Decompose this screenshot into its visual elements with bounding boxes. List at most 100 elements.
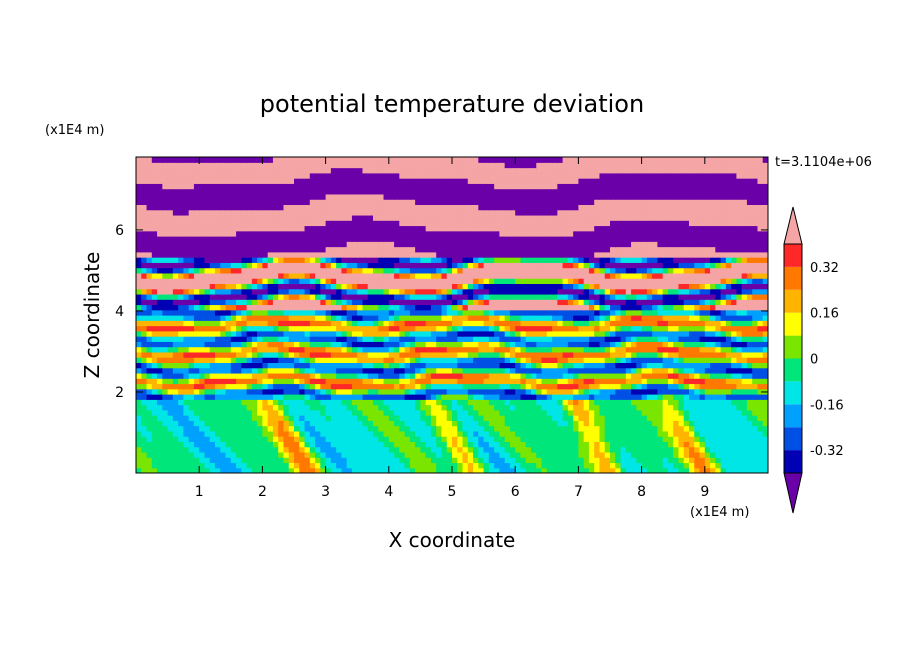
contour-cell bbox=[457, 399, 464, 406]
contour-cell bbox=[172, 336, 179, 342]
contour-cell bbox=[736, 430, 743, 437]
contour-cell bbox=[520, 336, 527, 342]
contour-cell bbox=[725, 430, 732, 437]
contour-cell bbox=[278, 415, 285, 421]
contour-cell bbox=[346, 278, 353, 284]
contour-cell bbox=[362, 336, 369, 342]
contour-cell bbox=[204, 283, 211, 290]
contour-cell bbox=[209, 383, 216, 390]
contour-cell bbox=[415, 394, 421, 400]
contour-cell bbox=[388, 420, 395, 427]
contour-cell bbox=[725, 436, 732, 442]
contour-cell bbox=[172, 441, 179, 448]
contour-cell bbox=[425, 388, 432, 395]
contour-cell bbox=[367, 288, 374, 295]
contour-cell bbox=[420, 394, 427, 400]
contour-cell bbox=[483, 351, 490, 358]
contour-cell bbox=[278, 309, 285, 316]
contour-cell bbox=[336, 399, 342, 406]
contour-cell bbox=[631, 320, 637, 327]
contour-cell bbox=[425, 272, 432, 279]
contour-cell bbox=[594, 325, 601, 332]
contour-cell bbox=[646, 446, 653, 453]
contour-cell bbox=[330, 441, 337, 448]
contour-cell bbox=[157, 283, 163, 290]
contour-cell bbox=[562, 378, 569, 385]
contour-cell bbox=[209, 325, 216, 332]
contour-cell bbox=[373, 430, 379, 437]
contour-cell bbox=[278, 346, 285, 353]
contour-cell bbox=[720, 372, 727, 379]
contour-cell bbox=[636, 372, 643, 379]
contour-cell bbox=[752, 351, 759, 358]
contour-cell bbox=[488, 293, 495, 300]
contour-cell bbox=[199, 383, 206, 390]
contour-cell bbox=[531, 383, 537, 390]
contour-cell bbox=[409, 315, 416, 321]
contour-cell bbox=[304, 404, 311, 411]
contour-cell bbox=[415, 309, 421, 316]
contour-cell bbox=[499, 315, 506, 321]
contour-cell bbox=[557, 399, 564, 406]
contour-cell bbox=[689, 425, 695, 432]
contour-cell bbox=[752, 336, 759, 342]
contour-cell bbox=[646, 262, 653, 269]
contour-cell bbox=[188, 378, 195, 385]
contour-cell bbox=[667, 283, 674, 290]
contour-cell bbox=[625, 457, 632, 464]
contour-cell bbox=[267, 372, 274, 379]
contour-cell bbox=[699, 304, 706, 311]
contour-cell bbox=[625, 351, 632, 358]
contour-cell bbox=[351, 262, 358, 269]
contour-cell bbox=[404, 372, 411, 379]
contour-cell bbox=[257, 399, 263, 406]
contour-cell bbox=[167, 267, 174, 274]
contour-cell bbox=[541, 341, 548, 348]
contour-cell bbox=[499, 430, 506, 437]
contour-cell bbox=[704, 430, 711, 437]
contour-cell bbox=[346, 262, 353, 269]
contour-cell bbox=[704, 362, 711, 369]
contour-cell bbox=[704, 351, 711, 358]
contour-cell bbox=[299, 388, 306, 395]
contour-cell bbox=[425, 251, 432, 258]
contour-cell bbox=[325, 341, 332, 348]
contour-cell bbox=[515, 304, 522, 311]
contour-cell bbox=[667, 304, 674, 311]
contour-cell bbox=[183, 341, 190, 348]
contour-cell bbox=[683, 430, 690, 437]
contour-cell bbox=[294, 336, 300, 342]
contour-cell bbox=[299, 446, 306, 453]
contour-cell bbox=[504, 425, 511, 432]
contour-cell bbox=[610, 457, 616, 464]
contour-cell bbox=[504, 272, 511, 279]
contour-cell bbox=[520, 309, 527, 316]
contour-cell bbox=[188, 320, 195, 327]
contour-cell bbox=[183, 346, 190, 353]
contour-cell bbox=[193, 357, 200, 363]
contour-cell bbox=[246, 446, 253, 453]
contour-cell bbox=[330, 399, 337, 406]
contour-cell bbox=[441, 267, 448, 274]
contour-cell bbox=[220, 467, 227, 473]
contour-cell bbox=[467, 288, 474, 295]
contour-cell bbox=[488, 267, 495, 274]
contour-cell bbox=[299, 378, 306, 385]
contour-cell bbox=[604, 388, 611, 395]
contour-cell bbox=[599, 357, 606, 363]
contour-cell bbox=[178, 462, 184, 469]
contour-cell bbox=[225, 425, 232, 432]
contour-cell bbox=[525, 441, 532, 448]
contour-cell bbox=[225, 420, 232, 427]
contour-cell bbox=[230, 457, 237, 464]
contour-cell bbox=[620, 446, 627, 453]
contour-cell bbox=[736, 394, 743, 400]
contour-cell bbox=[172, 272, 179, 279]
contour-cell bbox=[704, 372, 711, 379]
contour-cell bbox=[762, 315, 768, 321]
contour-cell bbox=[241, 451, 248, 458]
contour-cell bbox=[509, 446, 516, 453]
contour-cell bbox=[520, 251, 527, 258]
contour-cell bbox=[494, 415, 500, 421]
